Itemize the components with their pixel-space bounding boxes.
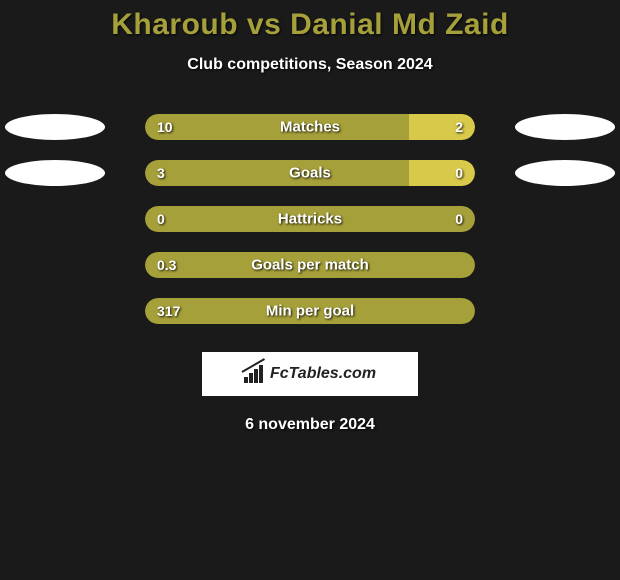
player-oval-right	[515, 114, 615, 140]
stat-row: Hattricks 0 0	[0, 206, 620, 232]
comparison-infographic: Kharoub vs Danial Md Zaid Club competiti…	[0, 0, 620, 434]
stat-row: Matches 10 2	[0, 114, 620, 140]
bar-segment-right	[409, 114, 475, 140]
logo-text: FcTables.com	[270, 365, 376, 383]
stat-bar: Hattricks 0 0	[145, 206, 475, 232]
date-text: 6 november 2024	[0, 416, 620, 434]
stat-value-right: 2	[455, 119, 463, 135]
stat-value-left: 0.3	[157, 257, 176, 273]
stat-value-left: 10	[157, 119, 173, 135]
barchart-icon	[244, 365, 266, 383]
stat-row: Goals 3 0	[0, 160, 620, 186]
stat-bar: Min per goal 317	[145, 298, 475, 324]
stat-value-left: 3	[157, 165, 165, 181]
player-oval-left	[5, 160, 105, 186]
player-oval-left	[5, 114, 105, 140]
stat-value-right: 0	[455, 165, 463, 181]
player-oval-right	[515, 160, 615, 186]
stat-value-left: 317	[157, 303, 180, 319]
bar-segment-left	[145, 160, 409, 186]
stat-bar: Goals 3 0	[145, 160, 475, 186]
stat-value-right: 0	[455, 211, 463, 227]
stat-bar: Goals per match 0.3	[145, 252, 475, 278]
bar-segment-left	[145, 114, 409, 140]
stat-row: Goals per match 0.3	[0, 252, 620, 278]
stat-bar: Matches 10 2	[145, 114, 475, 140]
subtitle: Club competitions, Season 2024	[0, 56, 620, 74]
footer-logo-box: FcTables.com	[202, 352, 418, 396]
stat-rows: Matches 10 2 Goals 3 0 Hattricks 0 0 Goals per ma…	[0, 114, 620, 324]
stat-label: Goals per match	[251, 257, 369, 274]
page-title: Kharoub vs Danial Md Zaid	[0, 8, 620, 42]
stat-label: Goals	[289, 165, 331, 182]
stat-label: Matches	[280, 119, 340, 136]
stat-row: Min per goal 317	[0, 298, 620, 324]
bar-segment-right	[409, 160, 475, 186]
stat-value-left: 0	[157, 211, 165, 227]
stat-label: Min per goal	[266, 303, 354, 320]
stat-label: Hattricks	[278, 211, 342, 228]
